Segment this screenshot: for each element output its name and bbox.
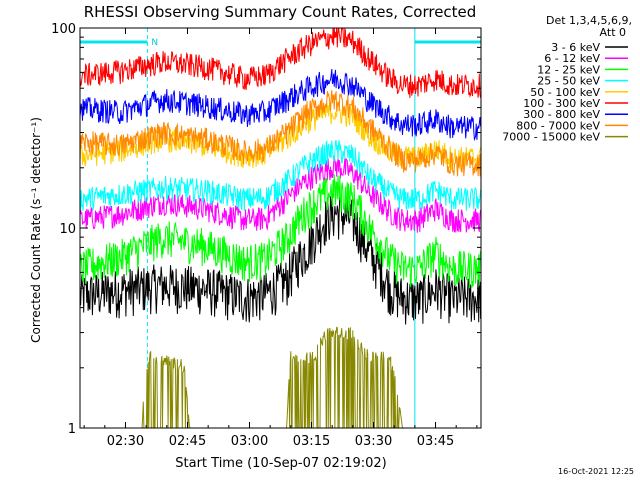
footer-date: 16-Oct-2021 12:25: [558, 467, 634, 476]
chart-title: RHESSI Observing Summary Count Rates, Co…: [84, 3, 477, 21]
legend-label-5: 100 - 300 keV: [523, 97, 600, 110]
x-tick-label-3: 03:15: [293, 434, 330, 449]
series-3-6kev: [80, 193, 481, 325]
series-12-25kev: [80, 174, 481, 289]
series-6-12kev: [80, 155, 481, 233]
y-tick-label-2: 100: [51, 22, 76, 37]
series-800-7000kev: [80, 90, 481, 177]
series-25-50kev: [80, 139, 481, 212]
legend-label-2: 12 - 25 keV: [537, 63, 600, 76]
y-axis-label: Corrected Count Rate (s⁻¹ detector⁻¹): [29, 117, 43, 343]
flag-label: N: [151, 38, 158, 48]
y-tick-label-0: 1: [68, 422, 76, 437]
series-100-300kev: [80, 28, 481, 99]
x-tick-label-2: 03:00: [231, 434, 268, 449]
x-tick-label-0: 02:30: [107, 434, 144, 449]
legend-label-8: 7000 - 15000 keV: [502, 131, 600, 144]
legend-label-6: 300 - 800 keV: [523, 108, 600, 121]
series-layer: [80, 28, 481, 428]
x-tick-label-5: 03:45: [417, 434, 454, 449]
y-tick-label-1: 10: [59, 222, 76, 237]
x-tick-label-1: 02:45: [169, 434, 206, 449]
y-axis-ticks: 1 10 100: [51, 22, 481, 437]
legend-label-4: 50 - 100 keV: [530, 86, 600, 99]
legend-header-line2: Att 0: [600, 26, 626, 39]
x-tick-label-4: 03:30: [355, 434, 392, 449]
series-300-800kev: [80, 68, 481, 142]
legend-label-3: 25 - 50 keV: [537, 75, 600, 88]
x-axis-label: Start Time (10-Sep-07 02:19:02): [175, 456, 386, 471]
legend-label-7: 800 - 7000 keV: [516, 119, 600, 132]
legend-label-1: 6 - 12 keV: [544, 52, 600, 65]
x-axis-ticks: 02:30 02:45 03:00 03:15 03:30 03:45: [83, 28, 478, 449]
legend-label-0: 3 - 6 keV: [551, 41, 600, 54]
legend-header-line1: Det 1,3,4,5,6,9,: [546, 14, 632, 27]
series-7000-15000kev: [80, 326, 481, 428]
